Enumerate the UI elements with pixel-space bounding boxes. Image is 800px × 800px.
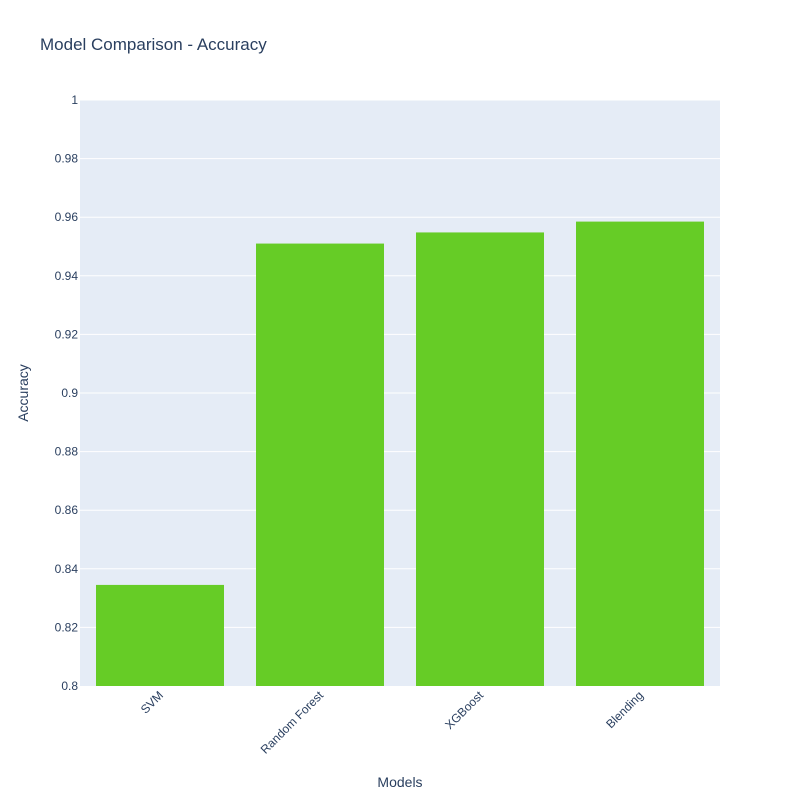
x-tick-label: XGBoost (442, 688, 486, 732)
y-tick-label: 0.9 (61, 386, 78, 400)
x-tick-label: Random Forest (258, 688, 327, 757)
y-tick-label: 0.98 (55, 152, 79, 166)
y-tick-label: 0.96 (55, 210, 79, 224)
y-tick-label: 1 (71, 93, 78, 107)
y-tick-label: 0.8 (61, 679, 78, 693)
bar-blending (576, 221, 704, 686)
y-tick-label: 0.84 (55, 562, 79, 576)
y-tick-labels: 0.8 0.82 0.84 0.86 0.88 0.9 0.92 0.94 0.96 0.98 1 (55, 93, 79, 693)
y-tick-label: 0.82 (55, 620, 79, 634)
bar-random-forest (256, 243, 384, 686)
y-tick-label: 0.86 (55, 503, 79, 517)
x-tick-labels: SVM Random Forest XGBoost Blending (138, 688, 646, 757)
bars (96, 221, 704, 686)
y-tick-label: 0.88 (55, 445, 79, 459)
bar-svm (96, 584, 224, 686)
chart-title: Model Comparison - Accuracy (40, 35, 267, 54)
x-axis-title: Models (377, 774, 422, 790)
x-tick-label: Blending (603, 688, 646, 731)
y-tick-label: 0.94 (55, 269, 79, 283)
x-tick-label: SVM (138, 688, 166, 716)
y-axis-title: Accuracy (15, 364, 31, 422)
bar-xgboost (416, 232, 544, 686)
y-tick-label: 0.92 (55, 327, 79, 341)
